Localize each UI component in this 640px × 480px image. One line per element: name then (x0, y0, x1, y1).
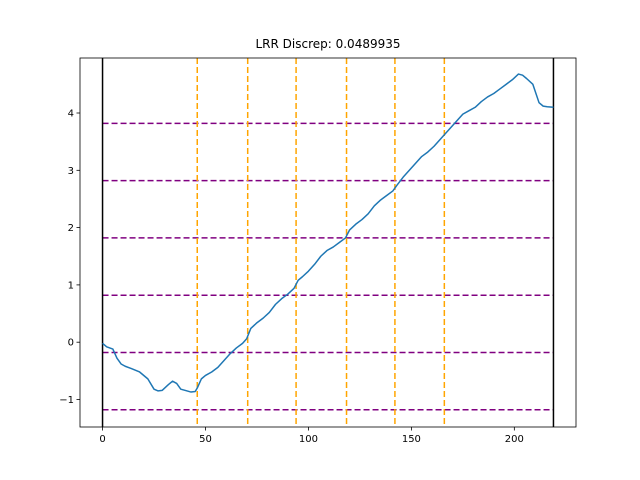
x-tick-label-100: 100 (299, 434, 318, 445)
x-tick-label-50: 50 (199, 434, 212, 445)
y-tick-label-4: 4 (68, 109, 74, 120)
axes-border (79, 57, 577, 428)
reference-lines (101, 58, 555, 427)
x-tick-label-0: 0 (99, 434, 105, 445)
series-line-0 (102, 73, 554, 393)
x-tick-label-150: 150 (402, 434, 421, 445)
x-tick-label-200: 200 (505, 434, 524, 445)
y-tick-label-3: 3 (68, 166, 74, 177)
chart-title: LRR Discrep: 0.0489935 (255, 37, 400, 51)
y-tick-label-0: 0 (68, 338, 74, 349)
plot-background (80, 58, 576, 427)
y-tick-label-2: 2 (68, 223, 74, 234)
plot-area (80, 58, 576, 427)
y-tick-label-1: 1 (68, 280, 74, 291)
y-axis: −1 0 1 2 3 4 (59, 109, 80, 406)
x-axis: 0 50 100 150 200 (99, 427, 524, 445)
y-tick-label--1: −1 (59, 395, 74, 406)
series-layer (102, 73, 554, 393)
axes-frame (79, 57, 577, 428)
